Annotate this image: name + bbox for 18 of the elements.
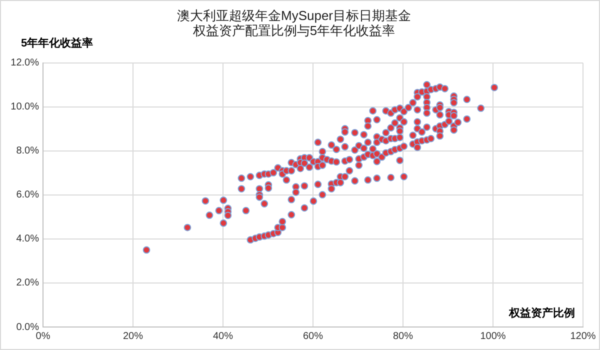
- y-tick-label: 6.0%: [16, 190, 40, 201]
- x-tick-label: 60%: [302, 330, 324, 342]
- x-tick-label: 80%: [392, 330, 414, 342]
- y-tick-label: 4.0%: [16, 234, 40, 245]
- y-tick-label: 0.0%: [16, 322, 40, 333]
- y-tick-label: 2.0%: [16, 278, 40, 289]
- y-tick-label: 10.0%: [10, 102, 40, 113]
- y-axis-title: 5年年化收益率: [21, 36, 94, 50]
- text: 权益资产配置比例与5年年化收益率: [192, 23, 396, 38]
- x-tick-label: 40%: [212, 330, 234, 342]
- x-tick-label: 100%: [480, 330, 506, 342]
- text: 澳大利亚超级年金MySuper目标日期基金: [176, 8, 412, 24]
- y-tick-label: 12.0%: [10, 58, 40, 69]
- x-tick-label: 120%: [570, 330, 596, 342]
- x-tick-label: 20%: [122, 330, 144, 342]
- x-tick-label: 0%: [36, 330, 50, 342]
- y-tick-label: 8.0%: [16, 146, 40, 157]
- x-axis-title: 权益资产比例: [508, 306, 575, 320]
